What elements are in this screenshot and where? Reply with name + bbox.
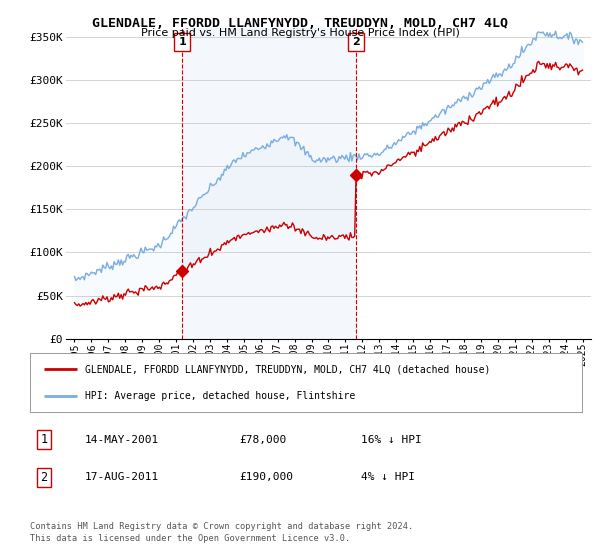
Text: Contains HM Land Registry data © Crown copyright and database right 2024.: Contains HM Land Registry data © Crown c… [30, 522, 413, 531]
Text: £78,000: £78,000 [240, 435, 287, 445]
Text: 2: 2 [352, 37, 360, 47]
Text: 4% ↓ HPI: 4% ↓ HPI [361, 473, 415, 483]
Text: 14-MAY-2001: 14-MAY-2001 [85, 435, 160, 445]
Text: HPI: Average price, detached house, Flintshire: HPI: Average price, detached house, Flin… [85, 391, 355, 402]
Text: Price paid vs. HM Land Registry's House Price Index (HPI): Price paid vs. HM Land Registry's House … [140, 28, 460, 38]
Text: GLENDALE, FFORDD LLANFYNYDD, TREUDDYN, MOLD, CH7 4LQ: GLENDALE, FFORDD LLANFYNYDD, TREUDDYN, M… [92, 17, 508, 30]
Text: 1: 1 [178, 37, 186, 47]
Bar [182, 28, 356, 339]
Text: 16% ↓ HPI: 16% ↓ HPI [361, 435, 422, 445]
Text: This data is licensed under the Open Government Licence v3.0.: This data is licensed under the Open Gov… [30, 534, 350, 543]
Text: 17-AUG-2011: 17-AUG-2011 [85, 473, 160, 483]
Text: 2: 2 [40, 471, 47, 484]
Text: 1: 1 [40, 433, 47, 446]
Text: GLENDALE, FFORDD LLANFYNYDD, TREUDDYN, MOLD, CH7 4LQ (detached house): GLENDALE, FFORDD LLANFYNYDD, TREUDDYN, M… [85, 364, 491, 374]
Text: £190,000: £190,000 [240, 473, 294, 483]
